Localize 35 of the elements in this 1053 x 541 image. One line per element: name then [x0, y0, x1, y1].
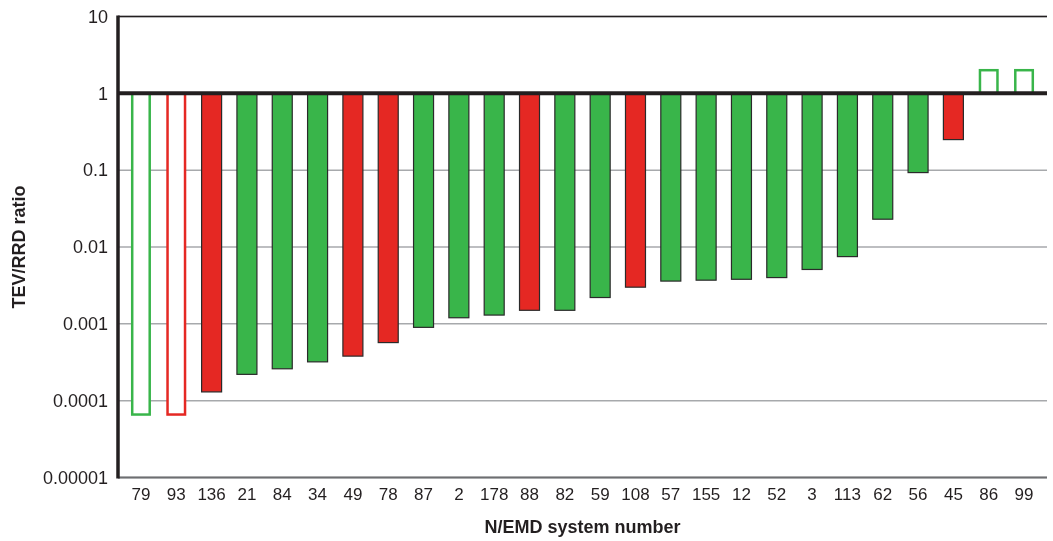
x-tick-label: 136: [197, 485, 226, 504]
x-tick-label: 113: [833, 485, 861, 504]
x-tick-label: 82: [555, 485, 575, 504]
x-tick-label: 86: [979, 485, 999, 504]
x-tick-label: 34: [308, 485, 328, 504]
x-tick-label: 52: [767, 485, 787, 504]
y-tick-label: 1: [97, 83, 108, 104]
x-tick-label: 155: [691, 485, 721, 504]
y-tick-label: 0.00001: [42, 467, 108, 488]
x-tick-label: 12: [731, 485, 751, 504]
x-axis-title: N/EMD system number: [484, 517, 681, 537]
y-axis-title: TEV/RRD ratio: [9, 185, 29, 309]
x-tick-label: 178: [480, 485, 509, 504]
x-tick-label: 62: [873, 485, 893, 504]
x-tick-label: 108: [621, 485, 650, 504]
x-tick-label: 45: [943, 485, 963, 504]
y-tick-label: 0.001: [62, 314, 108, 335]
x-tick-label: 88: [520, 485, 539, 504]
x-tick-label: 79: [131, 485, 151, 504]
x-tick-label: 59: [590, 485, 610, 504]
y-tick-label: 0.0001: [52, 390, 108, 411]
x-tick-label: 56: [908, 485, 928, 504]
x-tick-label: 57: [661, 485, 681, 504]
x-tick-label: 99: [1014, 485, 1034, 504]
x-tick-label: 2: [454, 485, 464, 504]
x-tick-label: 3: [807, 485, 817, 504]
y-tick-label: 0.1: [82, 160, 108, 181]
x-tick-label: 49: [343, 485, 363, 504]
x-tick-label: 78: [378, 485, 398, 504]
y-tick-label: 10: [87, 6, 108, 27]
x-tick-label: 87: [414, 485, 434, 504]
x-tick-label: 21: [237, 485, 257, 504]
x-tick-label: 84: [272, 485, 292, 504]
x-tick-label: 93: [166, 485, 186, 504]
y-tick-label: 0.01: [72, 237, 108, 258]
